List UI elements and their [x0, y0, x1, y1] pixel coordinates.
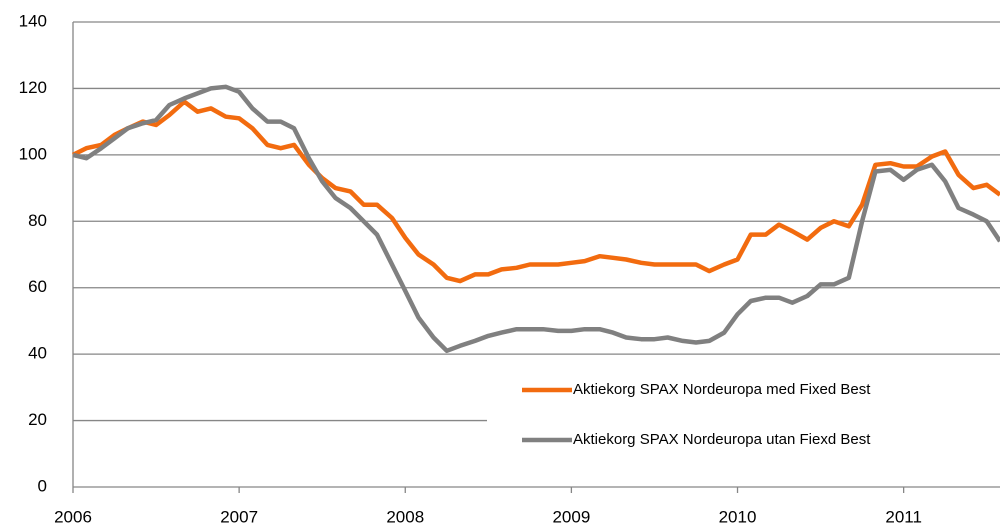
x-tick-label: 2009	[552, 507, 590, 526]
y-tick-label: 0	[38, 476, 47, 495]
y-tick-label: 100	[19, 144, 47, 163]
y-tick-label: 140	[19, 11, 47, 30]
legend-label: Aktiekorg SPAX Nordeuropa med Fixed Best	[573, 381, 871, 398]
x-tick-label: 2006	[54, 507, 92, 526]
y-tick-label: 120	[19, 78, 47, 97]
series-line	[72, 84, 1000, 354]
x-tick-label: 2010	[719, 507, 757, 526]
y-tick-label: 60	[28, 277, 47, 296]
y-tick-label: 40	[28, 344, 47, 363]
y-tick-label: 20	[28, 410, 47, 429]
y-tick-label: 80	[28, 211, 47, 230]
legend-label: Aktiekorg SPAX Nordeuropa utan Fiexd Bes…	[573, 431, 871, 448]
x-tick-label: 2011	[885, 507, 922, 526]
legend-box	[487, 372, 1000, 462]
series-line	[71, 99, 1000, 284]
x-tick-label: 2007	[220, 507, 258, 526]
x-tick-label: 2008	[386, 507, 424, 526]
